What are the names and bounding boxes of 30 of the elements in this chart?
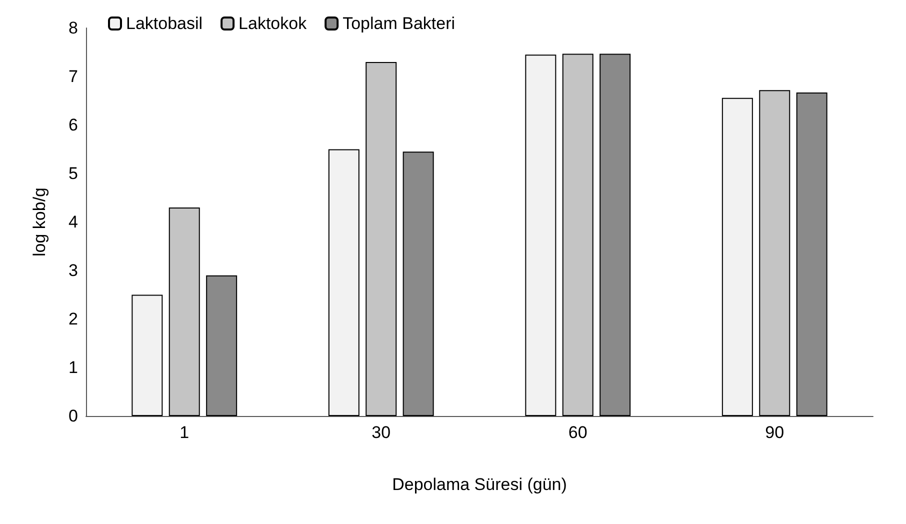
y-axis-title: log kob/g — [30, 188, 49, 256]
bar — [206, 275, 238, 416]
bar — [132, 294, 163, 416]
y-tick-label: 8 — [68, 18, 78, 38]
x-tick-label: 90 — [765, 423, 784, 442]
bar — [402, 152, 434, 416]
bar — [759, 90, 790, 416]
bar — [562, 54, 594, 416]
y-tick-label: 4 — [68, 212, 78, 232]
y-tick-label: 3 — [68, 261, 78, 280]
bar — [525, 54, 556, 416]
y-tick-label: 0 — [68, 406, 78, 426]
bar — [168, 207, 200, 416]
x-tick-label: 60 — [568, 423, 588, 442]
y-tick-label: 5 — [68, 164, 78, 183]
y-tick-label: 6 — [68, 116, 78, 134]
bar — [600, 54, 631, 416]
x-tick-label: 1 — [180, 423, 190, 442]
legend-label: Laktokok — [238, 14, 308, 33]
legend-label: Laktobasil — [126, 14, 203, 33]
legend-label: Toplam Bakteri — [342, 14, 456, 33]
bar — [366, 62, 397, 416]
y-tick-label: 7 — [68, 67, 78, 86]
bar — [328, 149, 360, 416]
bar — [796, 92, 828, 416]
bar — [722, 98, 753, 416]
y-tick-label: 1 — [68, 358, 78, 377]
y-tick-label: 2 — [68, 310, 78, 328]
x-axis-title: Depolama Süresi (gün) — [392, 475, 567, 494]
x-tick-label: 30 — [372, 423, 391, 442]
